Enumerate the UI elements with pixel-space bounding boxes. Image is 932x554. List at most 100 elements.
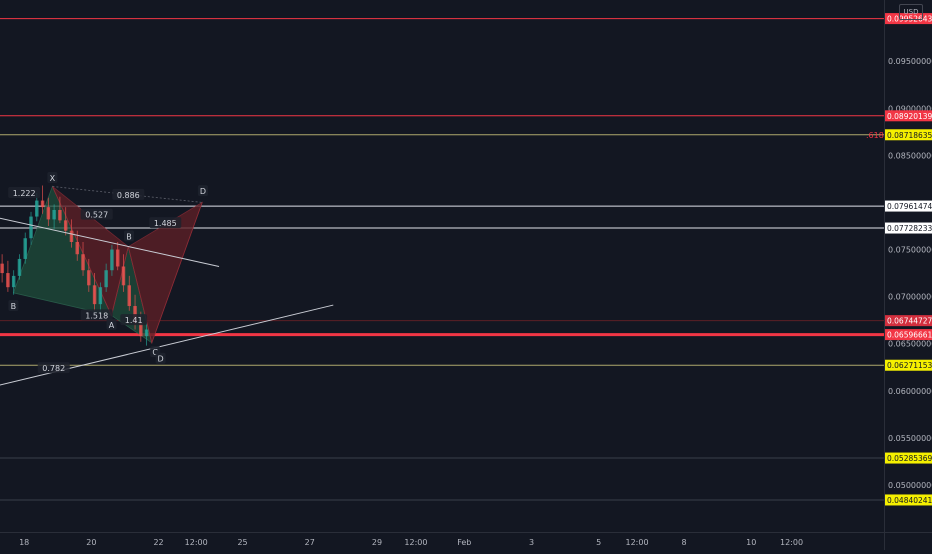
candle-body[interactable] [92,285,97,305]
candle-body[interactable] [29,216,33,239]
candle-body[interactable] [69,230,74,242]
time-tick-label: 12:00 [625,538,648,547]
candle-body[interactable] [121,266,126,286]
trend-line[interactable] [0,215,220,267]
price-tick-label: 0.09500000 [888,57,932,66]
price-level-tag [885,359,932,371]
point-label-bg [8,300,19,312]
time-tick-label: 8 [682,538,687,547]
time-tick-label: 27 [305,538,315,547]
point-label-bg [47,171,58,183]
ratio-label: 0.527 [85,211,108,220]
candle-body[interactable] [46,207,51,220]
candle-body[interactable] [87,270,91,286]
ratio-label-bg [112,188,145,200]
time-tick-label: 5 [596,538,601,547]
point-label: B [126,232,132,241]
candle-body[interactable] [81,254,85,271]
price-level-tag [885,315,932,327]
time-tick-label: 22 [153,538,163,547]
time-tick-label: 12:00 [780,538,803,547]
price-level-tag [885,110,932,122]
point-label-bg [106,318,117,330]
point-label: C [152,348,158,357]
price-level-tag [885,452,932,464]
candle-body[interactable] [104,270,108,288]
candle-body[interactable] [52,209,56,220]
price-tick-label: 0.06000000 [888,387,932,396]
point-label-bg [197,185,208,197]
currency-label: USD [903,8,919,16]
price-tick-label: 0.08500000 [888,151,932,160]
price-level-tag [885,494,932,506]
price-tick-label: 0.05000000 [888,481,932,490]
candle-body[interactable] [11,275,16,288]
candle-body[interactable] [139,322,143,337]
fib-618-label: .618 [866,131,884,140]
candle-body[interactable] [40,200,45,208]
candle-body[interactable] [58,209,62,221]
point-label: D [157,355,163,364]
price-level-value: 0.04840241 [887,496,932,505]
price-level-value: 0.06744727 [887,317,932,326]
ratio-label-bg [8,187,41,199]
time-tick-label: 12:00 [185,538,208,547]
candle-body[interactable] [75,241,79,255]
candle-body[interactable] [17,258,22,276]
price-level-tag [885,222,932,234]
ratio-label-bg [149,217,182,229]
point-label-bg [123,230,134,242]
candle-body[interactable] [35,200,39,217]
ratio-label: 0.782 [42,364,65,373]
currency-badge[interactable]: USD [899,4,923,20]
ratio-label: 1.485 [154,219,177,228]
time-tick-label: Feb [457,538,471,547]
time-tick-label: 12:00 [404,538,427,547]
candle-body[interactable] [23,238,27,259]
price-tick-label: 0.07500000 [888,246,932,255]
harmonic-xd-link [52,186,203,203]
point-label: X [50,174,56,183]
point-label: B [11,302,17,311]
price-tick-label: 0.09000000 [888,104,932,113]
candle-body[interactable] [6,273,10,288]
ratio-label-bg [80,309,113,321]
price-tick-label: 0.05500000 [888,434,932,443]
point-label-bg [155,352,166,364]
price-level-tag [885,200,932,212]
point-label: A [109,321,115,330]
price-level-tag [885,329,932,341]
price-level-value: 0.05285369 [887,454,932,463]
ratio-label: 0.886 [117,191,140,200]
candle-body[interactable] [144,329,149,337]
price-level-value: 0.07961474 [887,202,932,211]
time-tick-label: 25 [237,538,247,547]
ratio-label: 1.41 [125,316,143,325]
fib-618-text: .618 [866,131,884,140]
time-tick-label: 10 [746,538,756,547]
time-tick-label: 18 [19,538,29,547]
candle-body[interactable] [98,287,103,305]
candle-body[interactable] [0,263,4,274]
price-tick-label: 0.06500000 [888,340,932,349]
price-level-value: 0.06271153 [887,361,932,370]
point-label: D [200,187,206,196]
price-axis[interactable] [884,0,932,550]
price-level-value: 0.08718635 [887,131,932,140]
time-tick-label: 20 [86,538,96,547]
ratio-label-bg [37,362,70,374]
price-tick-label: 0.07000000 [888,293,932,302]
candle-body[interactable] [63,220,68,231]
price-level-tag [885,129,932,141]
price-level-value: 0.06596661 [887,331,932,340]
candle-body[interactable] [115,249,120,267]
candle-body[interactable] [110,249,114,271]
price-level-value: 0.08920139 [887,112,932,121]
ratio-label: 1.222 [13,189,36,198]
price-level-tag [885,13,932,25]
candle-body[interactable] [127,285,131,307]
ratio-label: 1.518 [85,311,108,320]
time-tick-label: 3 [529,538,534,547]
